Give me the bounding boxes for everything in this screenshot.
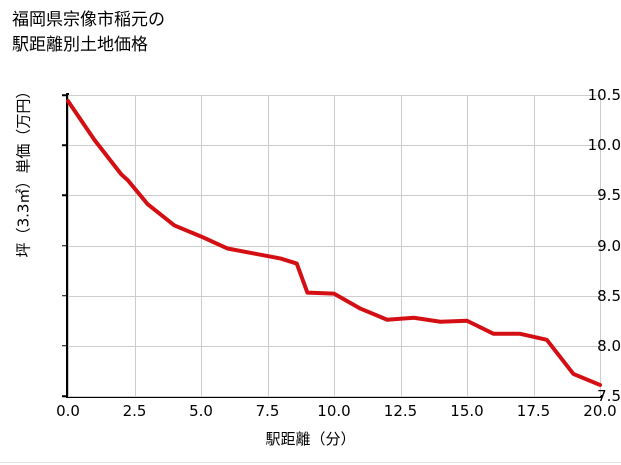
y-axis-spine <box>66 93 69 398</box>
y-tick-mark <box>62 345 66 347</box>
gridline-vertical <box>134 95 136 396</box>
y-tick-mark <box>62 244 66 247</box>
y-tick-mark <box>62 144 66 146</box>
y-tick-label: 9.0 <box>597 236 621 255</box>
gridline-horizontal <box>68 396 600 397</box>
gridline-vertical <box>68 95 69 396</box>
figure-bottom-rule <box>0 462 621 463</box>
x-tick-label: 2.5 <box>122 402 147 420</box>
y-tick-label: 8.0 <box>597 336 621 355</box>
x-tick-label: 17.5 <box>516 402 551 420</box>
x-tick-label: 0.0 <box>56 402 80 420</box>
gridline-vertical <box>334 95 335 396</box>
x-tick-label: 20.0 <box>583 402 617 420</box>
x-tick-label: 7.5 <box>255 402 280 420</box>
x-tick-label: 15.0 <box>450 402 484 420</box>
line-series-path <box>66 99 602 387</box>
gridline-vertical <box>467 95 468 396</box>
y-tick-mark <box>62 395 66 397</box>
plot-area <box>66 95 602 397</box>
gridline-vertical <box>533 95 535 396</box>
y-tick-mark <box>62 94 66 96</box>
y-tick-label: 8.5 <box>597 286 621 305</box>
y-tick-label: 9.5 <box>597 186 621 205</box>
y-tick-label: 7.5 <box>597 387 621 405</box>
gridline-vertical <box>267 95 269 396</box>
chart-title-line2: 駅距離別土地価格 <box>12 35 148 55</box>
y-tick-mark <box>62 294 66 297</box>
y-tick-label: 10.5 <box>587 86 621 104</box>
chart-title-line1: 福岡県宗像市稲元の <box>12 10 165 30</box>
x-axis-label: 駅距離（分） <box>265 430 356 448</box>
gridline-vertical <box>201 95 202 396</box>
y-tick-label: 10.0 <box>587 136 621 155</box>
chart-title: 福岡県宗像市稲元の 駅距離別土地価格 <box>12 8 165 58</box>
y-axis-label: 坪（3.3㎡）単価（万円） <box>14 83 33 258</box>
gridline-vertical <box>600 95 601 396</box>
x-tick-label: 5.0 <box>189 402 213 420</box>
gridline-vertical <box>400 95 402 396</box>
y-tick-mark <box>62 194 66 197</box>
x-tick-label: 12.5 <box>383 402 418 420</box>
x-tick-label: 10.0 <box>317 402 351 420</box>
